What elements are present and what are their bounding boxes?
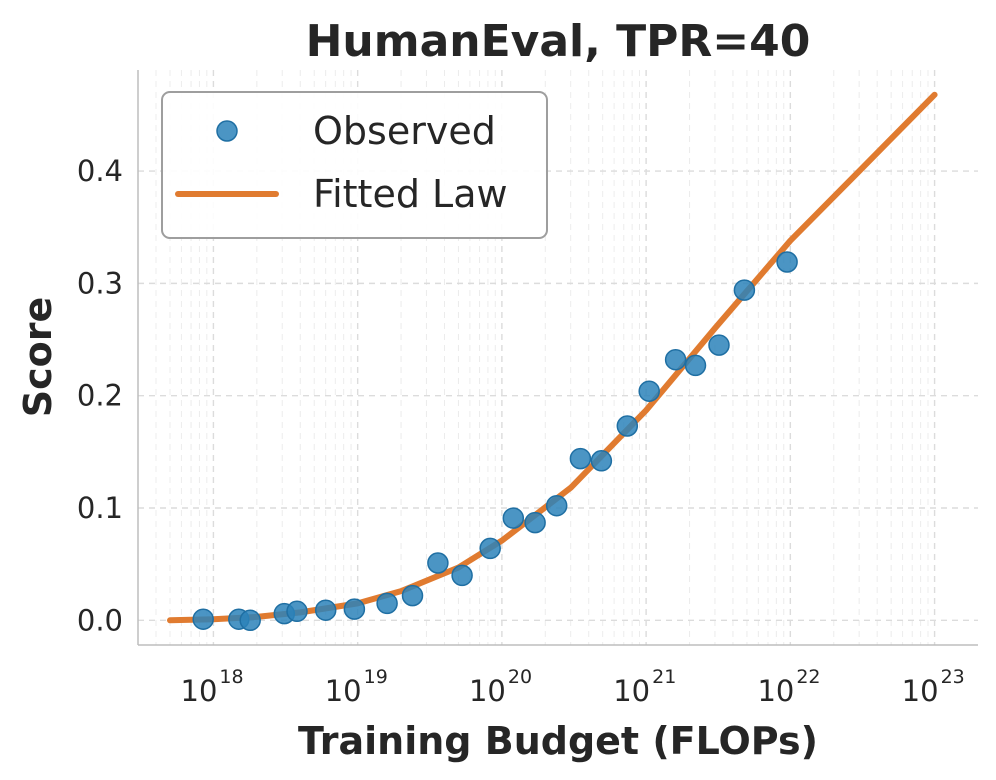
x-tick-label: 10 22 bbox=[757, 666, 820, 708]
grid bbox=[137, 70, 978, 645]
x-tick-base: 10 bbox=[181, 674, 218, 708]
x-axis-label: Training Budget (FLOPs) bbox=[298, 719, 818, 763]
x-tick-exponent: 23 bbox=[941, 666, 965, 688]
legend-marker-observed bbox=[216, 120, 238, 142]
x-tick-label: 10 18 bbox=[181, 666, 244, 708]
observed-point bbox=[286, 600, 308, 623]
y-tick-label: 0.1 bbox=[77, 491, 123, 525]
observed-point bbox=[733, 279, 756, 301]
observed-point bbox=[401, 584, 424, 607]
fitted-law-line bbox=[167, 91, 938, 624]
observed-point bbox=[569, 447, 592, 470]
fitted-law-layer bbox=[167, 91, 938, 624]
x-tick-base: 10 bbox=[469, 674, 506, 708]
observed-point bbox=[314, 599, 337, 621]
x-tick-base: 10 bbox=[757, 674, 794, 708]
x-tick-labels: 10 18 10 19 10 20 10 21 10 22 10 23 bbox=[181, 666, 965, 708]
observed-point bbox=[451, 564, 473, 587]
legend-box bbox=[161, 91, 548, 239]
y-tick-label: 0.3 bbox=[77, 266, 123, 300]
x-tick-base: 10 bbox=[902, 674, 939, 708]
x-tick-exponent: 18 bbox=[219, 666, 243, 688]
x-tick-exponent: 20 bbox=[508, 666, 532, 688]
x-tick-exponent: 21 bbox=[652, 666, 676, 688]
legend-label-fitted-law: Fitted Law bbox=[313, 172, 508, 216]
observed-point bbox=[239, 609, 261, 632]
observed-point bbox=[343, 598, 366, 620]
x-tick-label: 10 20 bbox=[469, 666, 532, 708]
y-tick-label: 0.0 bbox=[77, 603, 123, 637]
observed-point bbox=[590, 450, 613, 472]
observed-point bbox=[684, 354, 707, 377]
observed-point bbox=[502, 507, 525, 529]
observed-point bbox=[708, 334, 730, 356]
y-axis-label: Score bbox=[16, 297, 60, 418]
observed-points bbox=[192, 251, 798, 632]
x-tick-base: 10 bbox=[613, 674, 650, 708]
chart-title: HumanEval, TPR=40 bbox=[306, 16, 811, 67]
legend: Observed Fitted Law bbox=[161, 91, 548, 239]
x-tick-label: 10 23 bbox=[902, 666, 965, 708]
observed-point bbox=[776, 251, 798, 273]
observed-point bbox=[376, 592, 398, 615]
observed-point bbox=[479, 537, 501, 560]
observed-point bbox=[545, 494, 568, 517]
observed-point bbox=[427, 552, 449, 574]
observed-point bbox=[638, 380, 660, 402]
observed-point bbox=[616, 415, 639, 437]
x-tick-base: 10 bbox=[325, 674, 362, 708]
y-tick-label: 0.2 bbox=[77, 379, 123, 413]
legend-label-observed: Observed bbox=[313, 109, 496, 153]
y-tick-labels: 0.0 0.1 0.2 0.3 0.4 bbox=[77, 154, 123, 637]
x-tick-exponent: 22 bbox=[796, 666, 820, 688]
observed-point bbox=[192, 608, 214, 630]
x-tick-label: 10 19 bbox=[325, 666, 388, 708]
x-tick-exponent: 19 bbox=[364, 666, 388, 688]
observed-point bbox=[524, 511, 546, 534]
x-tick-label: 10 21 bbox=[613, 666, 676, 708]
observed-point bbox=[664, 348, 687, 371]
y-tick-label: 0.4 bbox=[77, 154, 123, 188]
